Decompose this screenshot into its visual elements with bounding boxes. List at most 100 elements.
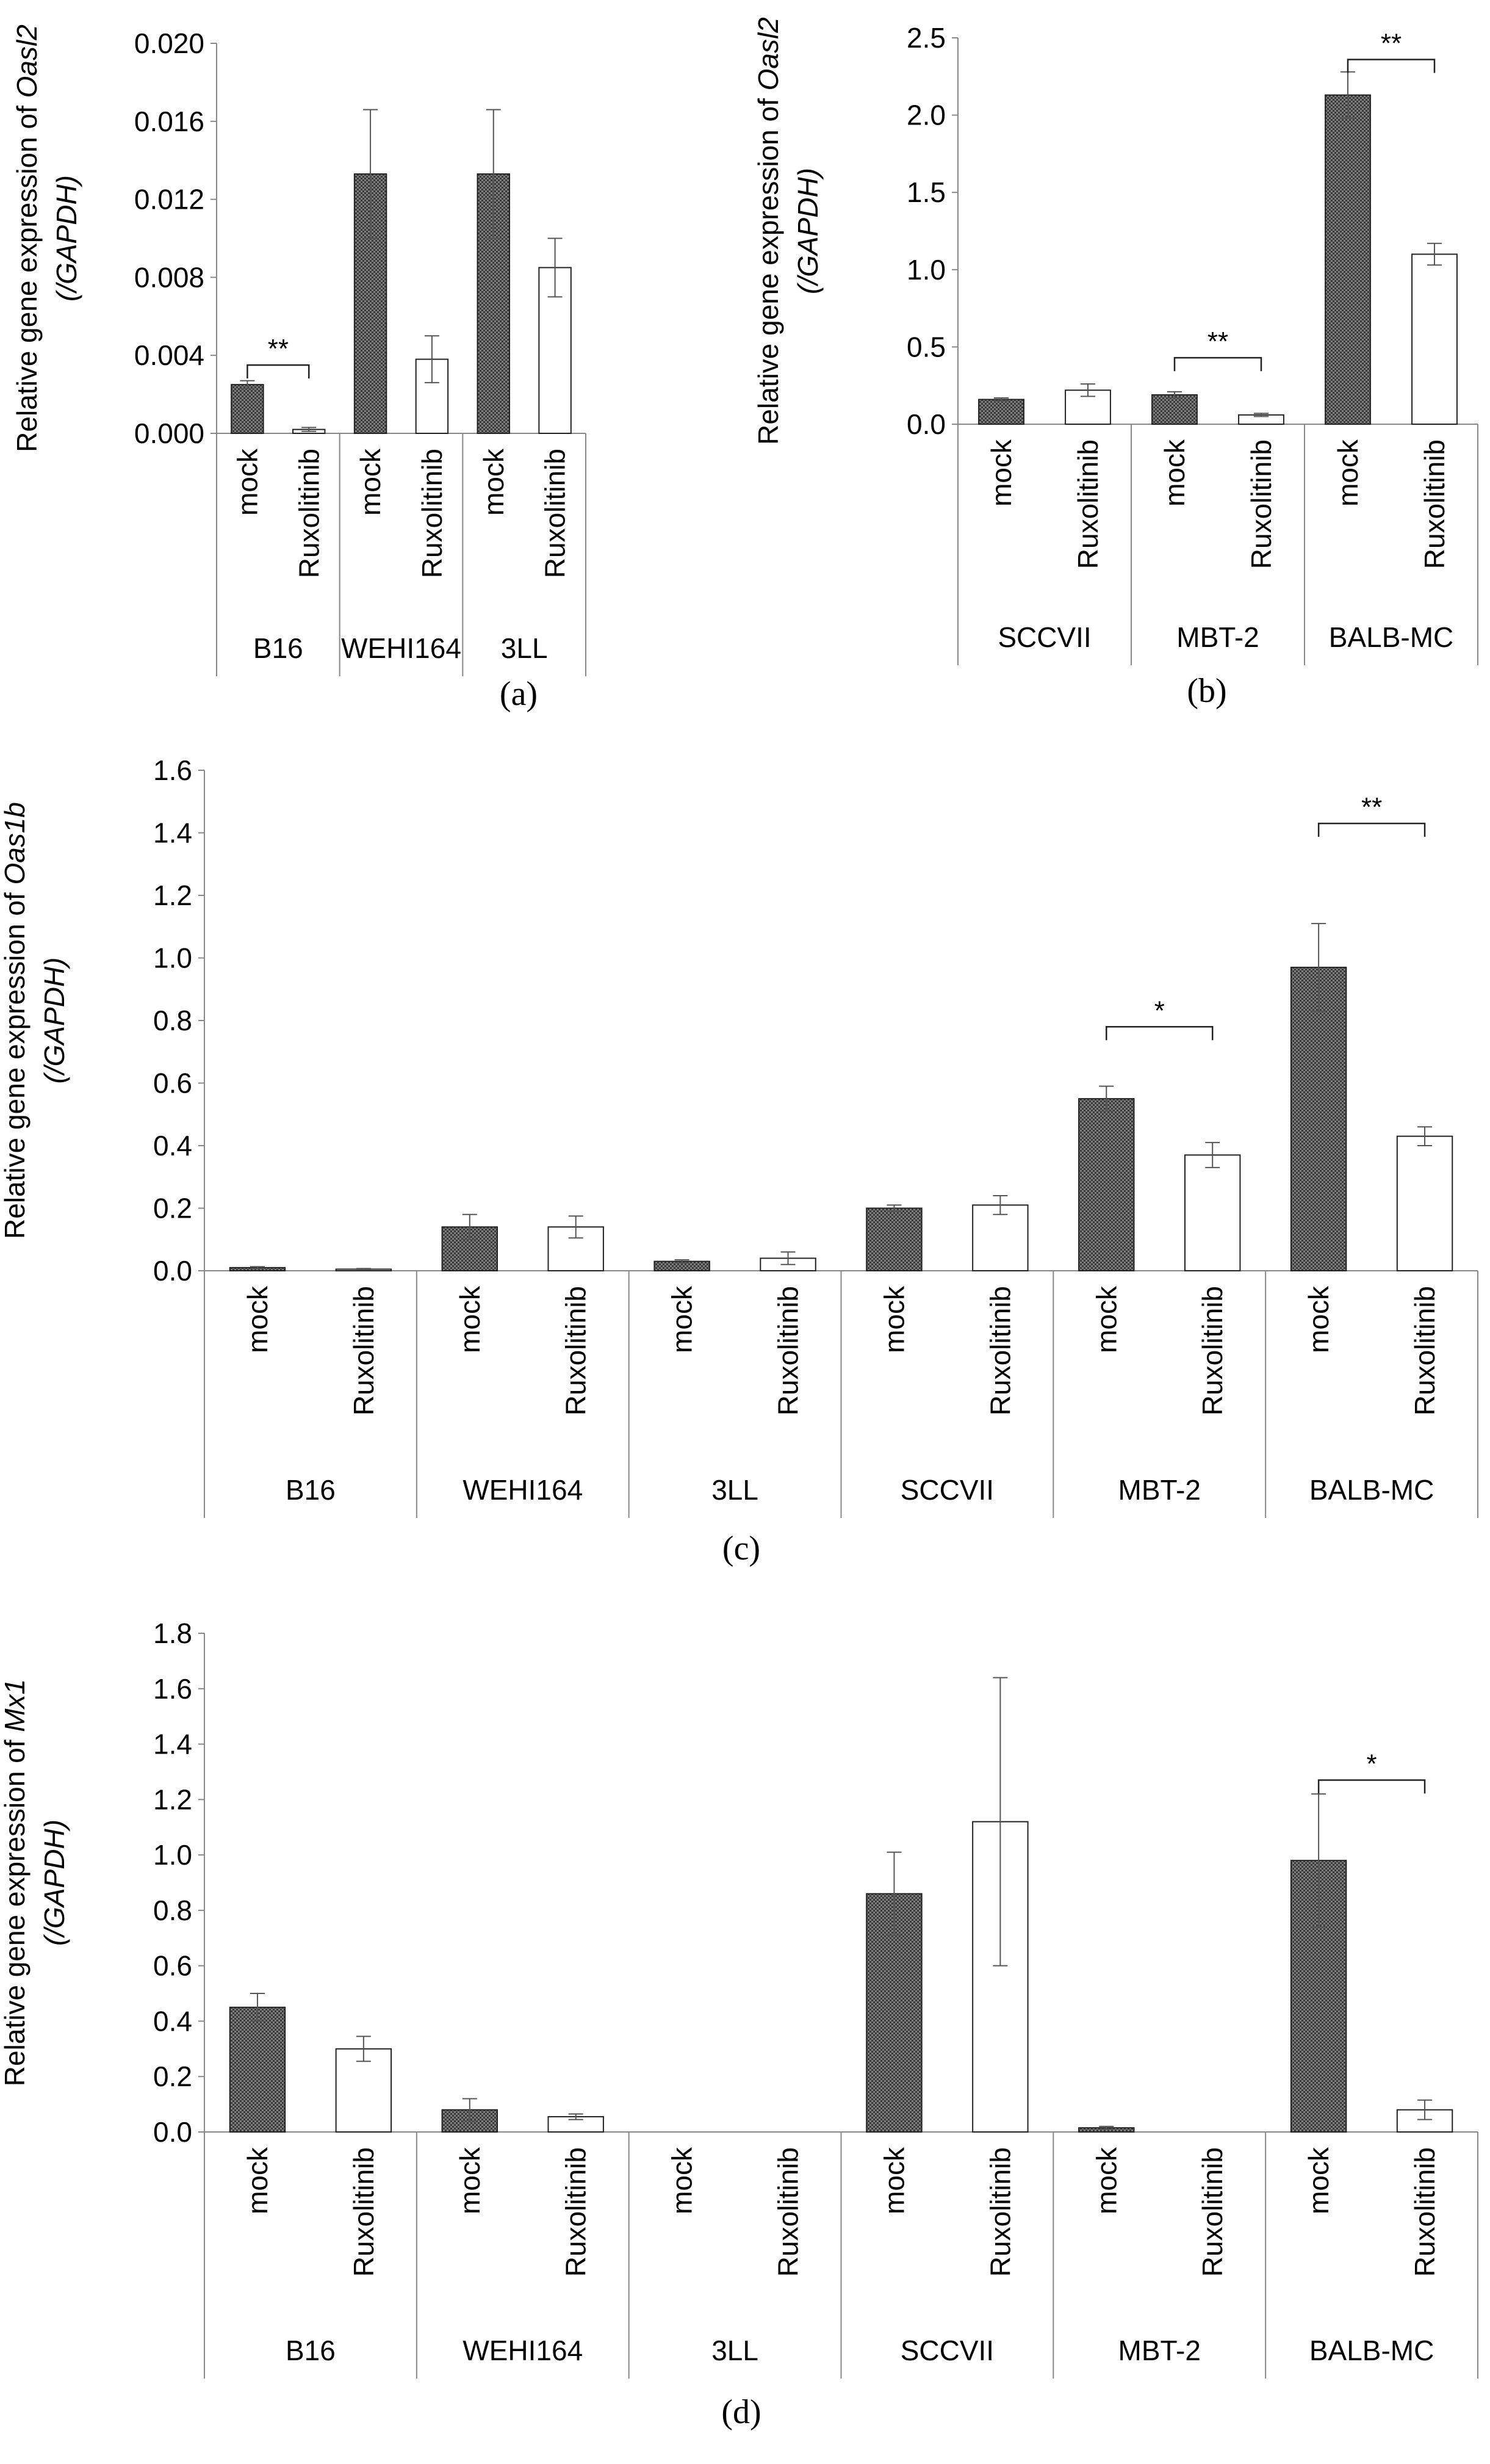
y-tick-label: 0.008 (134, 261, 204, 293)
group-label: BALB-MC (1309, 1474, 1434, 1506)
group-label: BALB-MC (1329, 621, 1453, 653)
x-tick-label-mock: mock (454, 1285, 486, 1353)
y-tick-label: 1.5 (907, 176, 946, 208)
x-tick-label-ruxolitinib: Ruxolitinib (1245, 439, 1277, 569)
x-tick-label-ruxolitinib: Ruxolitinib (560, 1286, 592, 1415)
x-tick-label-mock: mock (1332, 439, 1364, 507)
x-tick-label-mock: mock (1090, 1285, 1122, 1353)
bar-ruxolitinib-b16 (335, 2048, 392, 2133)
x-tick-label-ruxolitinib: Ruxolitinib (348, 1286, 380, 1415)
x-tick-label-mock: mock (242, 1285, 273, 1353)
x-tick-label-ruxolitinib: Ruxolitinib (1197, 1286, 1228, 1415)
x-tick-label-ruxolitinib: Ruxolitinib (539, 449, 571, 578)
y-axis-label-gene: Oasl2 (752, 17, 784, 90)
y-tick-label: 0.8 (153, 1895, 192, 1926)
significance-bracket (1347, 59, 1436, 73)
y-tick-label: 0.016 (134, 106, 204, 137)
panel-label: (d) (721, 2393, 761, 2431)
bar-mock-mbt-2 (1151, 394, 1198, 425)
y-tick-label: 0.0 (153, 1255, 192, 1287)
y-tick-label: 0.004 (134, 339, 204, 371)
group-label: WEHI164 (462, 1474, 583, 1506)
x-tick-label-mock: mock (878, 1285, 910, 1353)
x-tick-label-ruxolitinib: Ruxolitinib (984, 1286, 1016, 1415)
bar-ruxolitinib-wehi164 (547, 2116, 604, 2133)
significance-bracket (1173, 356, 1262, 372)
y-tick-label: 0.0 (907, 408, 946, 440)
x-tick-label-ruxolitinib: Ruxolitinib (772, 2147, 804, 2277)
group-label: MBT-2 (1118, 2335, 1201, 2366)
bar-mock-sccvii (866, 1207, 923, 1271)
group-label: MBT-2 (1176, 621, 1259, 653)
y-axis-label: Relative gene expression of Oasl2 (11, 24, 43, 452)
x-tick-label-ruxolitinib: Ruxolitinib (416, 449, 448, 578)
x-tick-label-ruxolitinib: Ruxolitinib (348, 2147, 380, 2277)
x-tick-label-ruxolitinib: Ruxolitinib (1197, 2147, 1228, 2277)
x-tick-label-ruxolitinib: Ruxolitinib (984, 2147, 1016, 2277)
y-axis-label-unit: (/GAPDH) (51, 175, 82, 302)
panel-c: 0.0 0.2 0.4 0.6 0.8 1.0 1.2 1.4 1.6 mock Ruxolitin… (0, 754, 1478, 1567)
x-tick-label-mock: mock (1303, 2147, 1334, 2214)
significance-bracket (1106, 1026, 1214, 1041)
bar-ruxolitinib-mbt-2 (1184, 1154, 1241, 1271)
significance-bracket (1317, 1779, 1426, 1794)
y-axis-label-gene: Oasl2 (11, 24, 43, 98)
y-tick-label: 0.4 (153, 1130, 192, 1162)
y-axis-label-gene: Mx1 (0, 1679, 31, 1732)
panel-b: 0.0 0.5 1.0 1.5 2.0 2.5 mock Ruxolitinib SCCVII m… (752, 17, 1478, 710)
y-tick-label: 0.2 (153, 1193, 192, 1224)
bar-ruxolitinib-balb-mc (1411, 253, 1458, 425)
y-axis-label-prefix: Relative gene expression of (752, 90, 784, 444)
group-label: MBT-2 (1118, 1474, 1201, 1506)
y-axis-label: Relative gene expression of Oas1b (0, 802, 31, 1239)
y-tick-label: 2.5 (907, 22, 946, 54)
y-axis-label-unit: (/GAPDH) (38, 1819, 70, 1946)
panel-label: (a) (500, 675, 538, 713)
y-tick-label: 1.6 (153, 1673, 192, 1705)
y-axis-label: Relative gene expression of Oasl2 (752, 17, 784, 445)
x-tick-label-mock: mock (1303, 1285, 1334, 1353)
significance-bracket (247, 364, 310, 379)
x-tick-label-ruxolitinib: Ruxolitinib (1409, 2147, 1441, 2277)
y-axis-label-prefix: Relative gene expression of (0, 885, 31, 1239)
y-axis-label-prefix: Relative gene expression of (0, 1732, 31, 2086)
y-tick-label: 1.8 (153, 1617, 192, 1649)
x-tick-label-ruxolitinib: Ruxolitinib (293, 449, 325, 578)
significance-marker: * (1367, 1749, 1377, 1779)
y-tick-label: 0.020 (134, 27, 204, 59)
panel-a: 0.000 0.004 0.008 0.012 0.016 0.020 mock Ruxoli… (11, 24, 586, 713)
significance-marker: ** (1381, 28, 1402, 58)
x-tick-label-mock: mock (478, 448, 509, 516)
y-tick-label: 0.000 (134, 417, 204, 449)
significance-bracket (1317, 822, 1426, 837)
bar-mock-b16 (231, 384, 264, 434)
y-tick-label: 0.012 (134, 184, 204, 215)
panel-label: (b) (1187, 672, 1226, 710)
significance-marker: ** (1361, 792, 1382, 822)
y-tick-label: 1.4 (153, 817, 192, 849)
bar-mock-balb-mc (1325, 94, 1371, 425)
x-tick-label-mock: mock (1090, 2147, 1122, 2214)
group-label: 3LL (501, 632, 548, 664)
y-tick-label: 0.0 (153, 2116, 192, 2148)
y-tick-label: 1.4 (153, 1729, 192, 1760)
y-axis-label: Relative gene expression of Mx1 (0, 1679, 31, 2086)
y-tick-label: 1.0 (153, 1839, 192, 1871)
y-tick-label: 0.2 (153, 2061, 192, 2092)
x-tick-label-mock: mock (666, 1285, 698, 1353)
y-tick-label: 2.0 (907, 99, 946, 131)
panel-d: 0.0 0.2 0.4 0.6 0.8 1.0 1.2 1.4 1.6 1.8 mock Ruxoli… (0, 1617, 1478, 2431)
significance-marker: ** (268, 334, 289, 364)
y-tick-label: 1.2 (153, 1783, 192, 1815)
y-tick-label: 1.0 (907, 254, 946, 286)
y-tick-label: 1.0 (153, 942, 192, 974)
y-tick-label: 0.5 (907, 331, 946, 363)
x-tick-label-mock: mock (666, 2147, 698, 2214)
x-tick-label-mock: mock (242, 2147, 273, 2214)
y-axis-label-prefix: Relative gene expression of (11, 98, 43, 452)
bar-mock-balb-mc (1290, 966, 1347, 1271)
x-tick-label-mock: mock (454, 2147, 486, 2214)
x-tick-label-mock: mock (1159, 439, 1190, 507)
bar-mock-b16 (229, 2006, 286, 2133)
